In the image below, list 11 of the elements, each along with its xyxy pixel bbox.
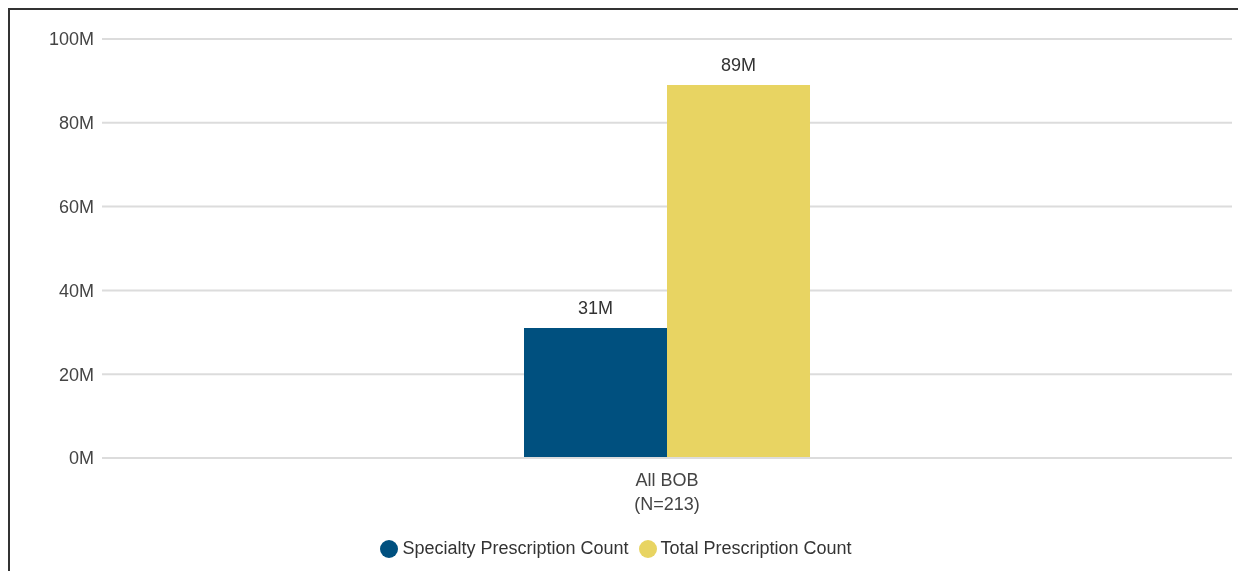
data-label: 89M <box>720 55 757 76</box>
y-tick-label: 100M <box>48 29 94 50</box>
x-tick-label: All BOB (N=213) <box>634 470 700 514</box>
data-label: 31M <box>577 298 614 319</box>
legend-label: Specialty Prescription Count <box>402 538 629 558</box>
y-tick-label: 20M <box>58 364 94 385</box>
y-tick-label: 0M <box>68 448 94 469</box>
y-tick-label: 40M <box>58 280 94 301</box>
legend-label: Total Prescription Count <box>660 538 852 558</box>
y-tick-label: 80M <box>58 113 94 134</box>
y-tick-label: 60M <box>58 196 94 217</box>
